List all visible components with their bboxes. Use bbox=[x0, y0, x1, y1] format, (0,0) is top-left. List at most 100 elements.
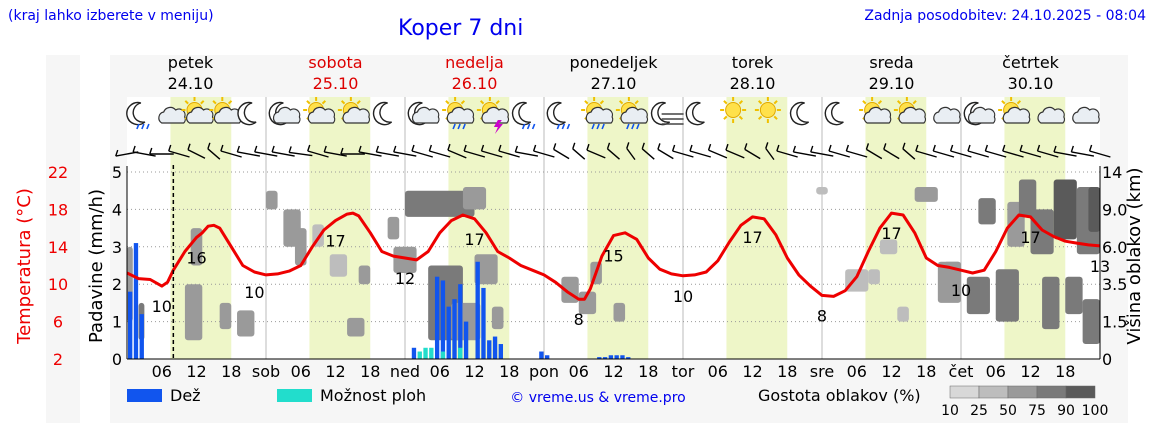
rain-drop bbox=[591, 123, 595, 130]
day-name: petek bbox=[168, 53, 214, 72]
cloud-density-swatch bbox=[1007, 385, 1038, 399]
wind-barb bbox=[1037, 150, 1059, 158]
moon-icon bbox=[789, 101, 810, 126]
wind-barb-tick bbox=[307, 144, 311, 152]
sun-ray bbox=[584, 100, 589, 105]
temperature-tick-label: 6 bbox=[53, 313, 63, 332]
sun-ray bbox=[773, 100, 778, 105]
sun-cloud-icon bbox=[303, 97, 336, 124]
cloud-icon bbox=[1072, 106, 1100, 124]
day-date: 26.10 bbox=[452, 74, 498, 93]
cloud-icon bbox=[1037, 106, 1066, 124]
cloud-cell bbox=[879, 239, 898, 255]
cloud-density-swatch bbox=[978, 385, 1009, 399]
rain-drop bbox=[531, 123, 536, 130]
x-tick-label: 12 bbox=[325, 362, 345, 381]
wind-barb-tick bbox=[902, 142, 906, 150]
x-tick-label: tor bbox=[672, 362, 695, 381]
wind-barb-tick bbox=[606, 142, 611, 150]
wind-barb-tick bbox=[207, 142, 211, 150]
cloud-cell bbox=[995, 269, 1019, 322]
temperature-axis-title: Temperatura (°C) bbox=[14, 188, 35, 345]
rain-bar bbox=[458, 284, 463, 359]
sun-ray bbox=[1016, 100, 1022, 105]
sun-ray bbox=[599, 100, 605, 105]
wind-barb-tick bbox=[744, 143, 748, 150]
cloud-cell bbox=[237, 310, 255, 337]
wind-barb bbox=[515, 151, 539, 157]
rain-bar bbox=[626, 357, 631, 359]
wind-barb bbox=[744, 148, 761, 160]
sun-icon bbox=[759, 102, 776, 118]
temperature-label: 17 bbox=[742, 228, 762, 247]
precipitation-bars bbox=[128, 243, 631, 359]
x-tick-label: 18 bbox=[360, 362, 380, 381]
wind-barb bbox=[846, 150, 868, 158]
moon-icon bbox=[789, 101, 810, 126]
x-tick-label: 18 bbox=[638, 362, 658, 381]
rain-drop bbox=[526, 123, 531, 130]
rain-legend-label: Dež bbox=[170, 386, 201, 405]
wind-barb-tick bbox=[168, 144, 172, 152]
moon-fog-icon bbox=[650, 101, 684, 126]
day-headers: petek 24.10 sobota 25.10 nedelja 26.10 ponedel… bbox=[168, 53, 1060, 93]
sun-cloud-storm-icon bbox=[476, 97, 509, 134]
wind-barb bbox=[626, 147, 636, 161]
last-updated: Zadnja posodobitev: 24.10.2025 - 08:04 bbox=[864, 8, 1146, 24]
moon-icon bbox=[126, 101, 146, 126]
wind-barb bbox=[207, 148, 221, 160]
cloud-density-tick: 25 bbox=[970, 403, 988, 419]
wind-barb-tick bbox=[883, 143, 887, 150]
wind-barb-tick bbox=[393, 145, 397, 153]
cloud-cell bbox=[578, 291, 597, 315]
sun-ray bbox=[757, 115, 763, 120]
daylight-band bbox=[865, 97, 927, 359]
wind-barb bbox=[765, 147, 775, 161]
region-hint[interactable]: (kraj lahko izberete v meniju) bbox=[8, 8, 214, 24]
cloud-cell bbox=[405, 190, 475, 217]
sun-cloud-icon bbox=[893, 97, 926, 124]
moon-rain-icon bbox=[511, 101, 536, 130]
cloud-icon bbox=[1002, 106, 1031, 124]
wind-barb bbox=[533, 150, 555, 158]
wind-barb bbox=[132, 151, 156, 157]
rain-bar bbox=[128, 291, 133, 359]
sun-ray bbox=[356, 100, 361, 105]
cloud-density-tick: 100 bbox=[1082, 403, 1109, 419]
sun-ray bbox=[738, 115, 744, 120]
cloud-cell bbox=[347, 317, 365, 337]
shower-bar bbox=[417, 351, 422, 359]
wind-barb-tick bbox=[552, 143, 557, 150]
cloud-icon bbox=[1072, 106, 1100, 124]
wind-barb-tick bbox=[323, 145, 327, 153]
x-tick-label: čet bbox=[949, 362, 974, 381]
wind-barb bbox=[447, 149, 467, 159]
temperature-label: 10 bbox=[152, 297, 172, 316]
rain-drop bbox=[631, 123, 635, 130]
shower-bar bbox=[423, 347, 428, 359]
wind-barb bbox=[254, 151, 278, 157]
rain-drop bbox=[457, 123, 461, 130]
sun-ray bbox=[200, 100, 205, 105]
sun-ray bbox=[757, 100, 763, 105]
wind-barb bbox=[1071, 151, 1095, 157]
sun-ray bbox=[212, 100, 217, 105]
x-tick-label: 18 bbox=[1055, 362, 1075, 381]
cloud-height-tick-label: 14 bbox=[1102, 163, 1122, 182]
day-separators bbox=[265, 97, 962, 359]
wind-barb bbox=[985, 150, 1007, 158]
sun-ray bbox=[618, 100, 624, 105]
x-tick-label: 06 bbox=[986, 362, 1006, 381]
cloud-density-tick: 10 bbox=[941, 403, 959, 419]
day-date: 29.10 bbox=[869, 74, 915, 93]
cloud-icon bbox=[933, 106, 961, 124]
sun-ray bbox=[1001, 100, 1006, 105]
wind-barb-tick bbox=[707, 143, 712, 151]
moon-icon bbox=[546, 101, 566, 126]
wind-barb-tick bbox=[725, 143, 729, 151]
wind-barb-tick bbox=[1019, 144, 1023, 152]
wind-barb bbox=[463, 150, 486, 158]
sun-ray bbox=[723, 100, 728, 105]
cloud-icon bbox=[933, 106, 961, 124]
wind-barb-tick bbox=[411, 144, 415, 152]
